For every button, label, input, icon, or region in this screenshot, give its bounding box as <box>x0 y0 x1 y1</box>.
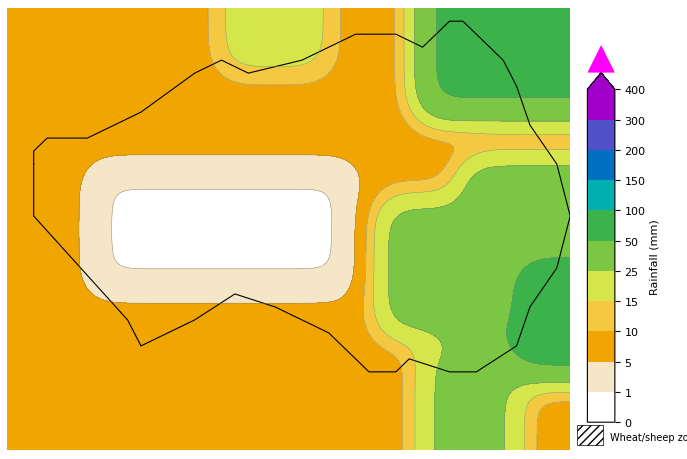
Polygon shape <box>34 22 570 372</box>
Polygon shape <box>587 46 615 73</box>
PathPatch shape <box>587 73 615 90</box>
Y-axis label: Rainfall (mm): Rainfall (mm) <box>650 218 660 294</box>
Text: Wheat/sheep zone: Wheat/sheep zone <box>610 432 687 442</box>
Bar <box>577 425 603 445</box>
